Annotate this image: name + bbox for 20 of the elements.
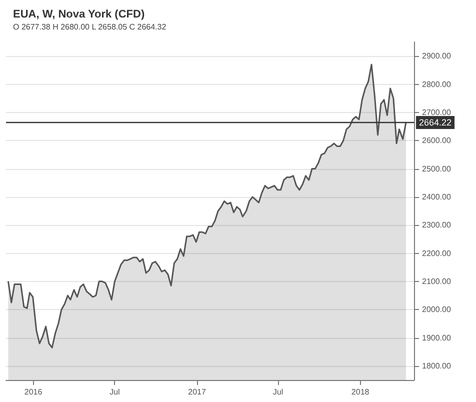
x-tick-label: Jul xyxy=(110,388,120,396)
y-tick-label: 2300.00 xyxy=(422,220,452,230)
x-tick-label: 2017 xyxy=(188,388,206,396)
y-tick-label: 2600.00 xyxy=(422,136,452,146)
x-tick-label: Jul xyxy=(272,388,284,396)
y-tick-label: 2100.00 xyxy=(422,276,452,286)
y-tick-label: 1800.00 xyxy=(422,361,452,370)
y-tick-label: 2700.00 xyxy=(422,108,452,117)
chart-title: EUA, W, Nova York (CFD) xyxy=(13,8,145,20)
x-tick-label: 2016 xyxy=(24,388,43,396)
x-tick-label: 2018 xyxy=(351,388,370,396)
y-tick-label: 2000.00 xyxy=(422,305,452,314)
y-tick-label: 1900.00 xyxy=(422,333,452,342)
chart-subtitle: O 2677.38 H 2680.00 L 2658.05 C 2664.32 xyxy=(13,22,167,32)
y-tick-label: 2800.00 xyxy=(422,80,452,89)
y-tick-label: 2500.00 xyxy=(422,164,452,174)
ref-line-label: 2664.22 xyxy=(419,117,452,128)
y-tick-label: 2200.00 xyxy=(422,248,452,258)
y-tick-label: 2400.00 xyxy=(422,192,452,202)
y-tick-label: 2900.00 xyxy=(422,52,452,61)
